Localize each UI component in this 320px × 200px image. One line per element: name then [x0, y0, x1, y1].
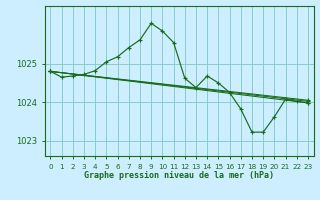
X-axis label: Graphe pression niveau de la mer (hPa): Graphe pression niveau de la mer (hPa) [84, 171, 274, 180]
